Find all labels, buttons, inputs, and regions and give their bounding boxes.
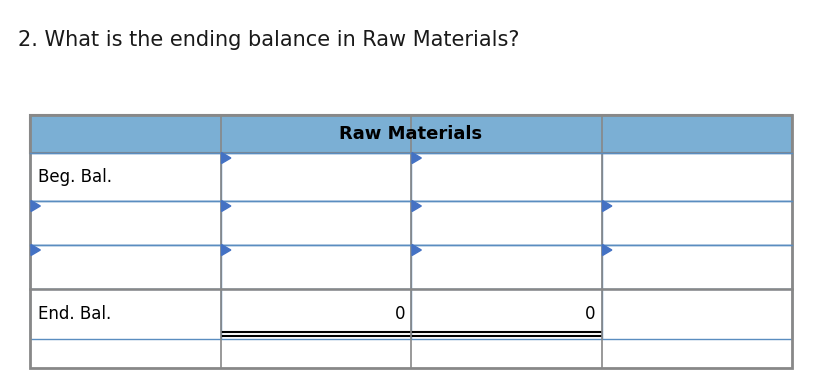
- Bar: [30, 115, 792, 368]
- Polygon shape: [31, 245, 40, 256]
- Bar: [220, 289, 411, 339]
- Text: Raw Materials: Raw Materials: [339, 125, 483, 143]
- Bar: [220, 245, 411, 289]
- Polygon shape: [603, 245, 612, 256]
- Bar: [30, 153, 220, 201]
- Bar: [30, 245, 220, 289]
- Bar: [220, 201, 411, 245]
- Bar: [411, 201, 602, 245]
- Text: 0: 0: [585, 305, 595, 323]
- Text: 0: 0: [395, 305, 405, 323]
- Bar: [602, 153, 792, 201]
- Bar: [220, 153, 411, 201]
- Polygon shape: [221, 200, 231, 212]
- Bar: [411, 153, 602, 201]
- Polygon shape: [412, 152, 422, 164]
- Polygon shape: [31, 200, 40, 212]
- Text: 2. What is the ending balance in Raw Materials?: 2. What is the ending balance in Raw Mat…: [18, 30, 520, 50]
- Bar: [602, 289, 792, 339]
- Polygon shape: [603, 200, 612, 212]
- Bar: [411, 245, 602, 289]
- Bar: [30, 201, 220, 245]
- Polygon shape: [412, 200, 422, 212]
- Text: End. Bal.: End. Bal.: [38, 305, 111, 323]
- Bar: [30, 115, 792, 153]
- Polygon shape: [412, 245, 422, 256]
- Bar: [602, 201, 792, 245]
- Bar: [411, 289, 602, 339]
- Polygon shape: [221, 152, 231, 164]
- Polygon shape: [221, 245, 231, 256]
- Text: Beg. Bal.: Beg. Bal.: [38, 168, 112, 186]
- Bar: [602, 245, 792, 289]
- Bar: [30, 289, 220, 339]
